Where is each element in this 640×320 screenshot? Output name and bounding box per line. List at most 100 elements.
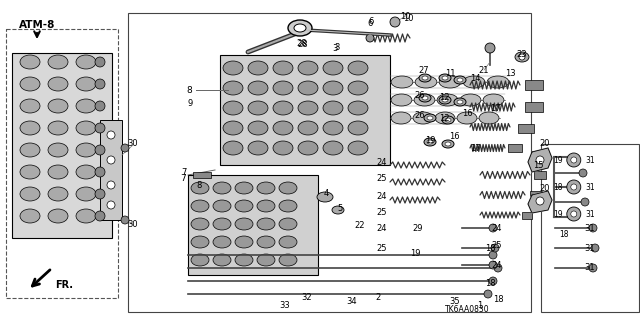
Circle shape — [95, 189, 105, 199]
Ellipse shape — [323, 61, 343, 75]
Ellipse shape — [317, 192, 333, 202]
Bar — [522, 212, 532, 219]
Bar — [525, 80, 543, 90]
Ellipse shape — [279, 200, 297, 212]
Ellipse shape — [439, 74, 451, 82]
Text: 17: 17 — [470, 143, 480, 153]
Ellipse shape — [415, 76, 437, 88]
Text: 31: 31 — [585, 244, 595, 252]
Ellipse shape — [391, 112, 411, 124]
Ellipse shape — [213, 182, 231, 194]
Ellipse shape — [323, 121, 343, 135]
Bar — [128, 13, 531, 312]
Ellipse shape — [487, 76, 509, 88]
Circle shape — [95, 211, 105, 221]
Bar — [525, 102, 543, 112]
Ellipse shape — [298, 141, 318, 155]
Circle shape — [571, 211, 577, 217]
Ellipse shape — [442, 140, 454, 148]
Text: 10: 10 — [400, 12, 410, 20]
Ellipse shape — [424, 114, 436, 122]
Text: 24: 24 — [377, 223, 387, 233]
Text: 10: 10 — [403, 13, 413, 22]
Text: 12: 12 — [439, 114, 449, 123]
Text: 16: 16 — [449, 132, 460, 140]
Ellipse shape — [427, 140, 433, 144]
Text: 19: 19 — [410, 249, 420, 258]
Bar — [188, 175, 318, 275]
Ellipse shape — [76, 165, 96, 179]
Text: 18: 18 — [484, 244, 495, 252]
Ellipse shape — [483, 94, 504, 106]
Circle shape — [489, 277, 497, 285]
Ellipse shape — [76, 209, 96, 223]
Ellipse shape — [20, 77, 40, 91]
Text: 26: 26 — [415, 91, 426, 100]
Ellipse shape — [48, 99, 68, 113]
Text: 21: 21 — [479, 66, 489, 75]
Text: 7: 7 — [180, 173, 186, 182]
Circle shape — [95, 123, 105, 133]
Ellipse shape — [223, 141, 243, 155]
Text: 19: 19 — [553, 156, 563, 164]
Ellipse shape — [48, 121, 68, 135]
Circle shape — [589, 224, 597, 232]
Ellipse shape — [279, 254, 297, 266]
Text: 12: 12 — [439, 92, 449, 101]
Ellipse shape — [457, 112, 477, 124]
Circle shape — [95, 57, 105, 67]
Ellipse shape — [273, 101, 293, 115]
Text: 35: 35 — [450, 298, 460, 307]
Text: 28: 28 — [297, 38, 307, 47]
Text: 32: 32 — [301, 292, 312, 301]
Ellipse shape — [419, 74, 431, 82]
Text: 24: 24 — [492, 260, 502, 269]
Ellipse shape — [48, 187, 68, 201]
Ellipse shape — [20, 99, 40, 113]
Ellipse shape — [515, 52, 529, 62]
Ellipse shape — [332, 206, 344, 214]
Ellipse shape — [248, 121, 268, 135]
Text: 31: 31 — [585, 263, 595, 273]
Ellipse shape — [20, 55, 40, 69]
Bar — [518, 124, 534, 132]
Circle shape — [579, 169, 587, 177]
Ellipse shape — [422, 96, 428, 100]
Ellipse shape — [273, 121, 293, 135]
Ellipse shape — [445, 118, 451, 122]
Bar — [508, 144, 522, 152]
Ellipse shape — [273, 81, 293, 95]
Text: 8: 8 — [186, 85, 192, 94]
Text: 27: 27 — [419, 66, 429, 75]
Ellipse shape — [191, 218, 209, 230]
Ellipse shape — [294, 24, 306, 32]
Ellipse shape — [223, 81, 243, 95]
Circle shape — [107, 131, 115, 139]
Text: 25: 25 — [377, 207, 387, 217]
Ellipse shape — [257, 254, 275, 266]
Circle shape — [591, 244, 599, 252]
Text: 15: 15 — [532, 161, 543, 170]
Ellipse shape — [20, 143, 40, 157]
Text: 24: 24 — [492, 223, 502, 233]
Circle shape — [489, 224, 497, 232]
Ellipse shape — [463, 76, 485, 88]
Ellipse shape — [257, 200, 275, 212]
Ellipse shape — [257, 182, 275, 194]
Ellipse shape — [323, 101, 343, 115]
Ellipse shape — [213, 218, 231, 230]
Ellipse shape — [348, 81, 368, 95]
Text: 26: 26 — [415, 110, 426, 119]
Bar — [530, 191, 542, 199]
Ellipse shape — [298, 121, 318, 135]
Text: 25: 25 — [492, 241, 502, 250]
Text: 14: 14 — [470, 74, 480, 83]
Text: FR.: FR. — [55, 280, 73, 290]
Ellipse shape — [348, 141, 368, 155]
Ellipse shape — [235, 200, 253, 212]
Ellipse shape — [435, 112, 455, 124]
Circle shape — [536, 156, 544, 164]
Ellipse shape — [248, 141, 268, 155]
Ellipse shape — [348, 101, 368, 115]
Bar — [220, 55, 390, 165]
